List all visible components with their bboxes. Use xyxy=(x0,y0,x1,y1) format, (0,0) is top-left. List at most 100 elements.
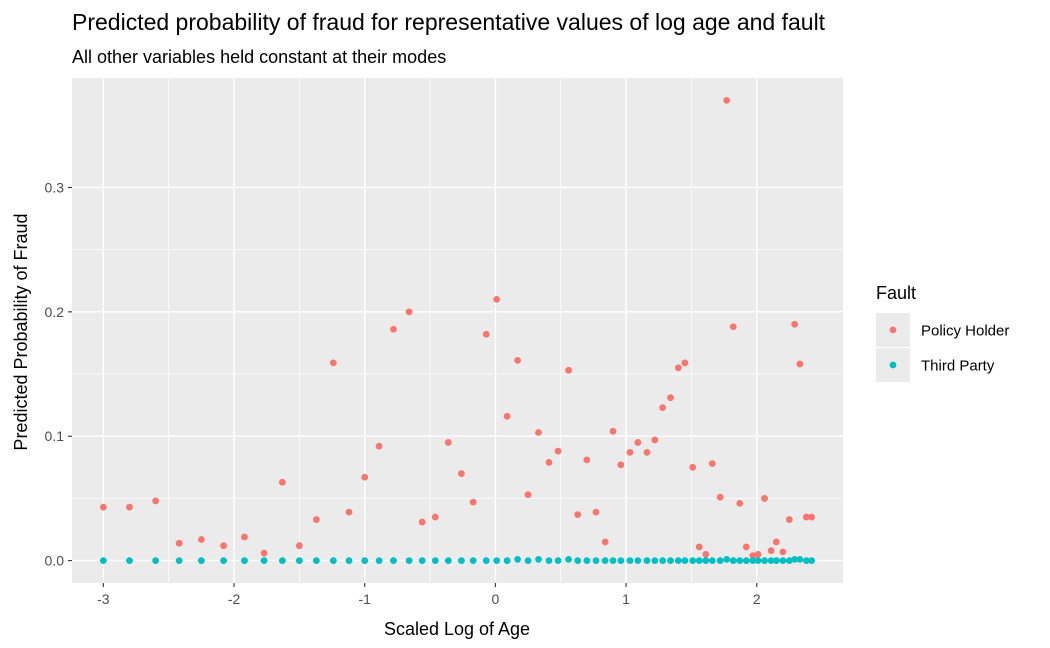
point-policy-holder xyxy=(592,508,600,516)
point-third-party xyxy=(469,557,477,565)
point-policy-holder xyxy=(767,547,775,555)
legend-title: Fault xyxy=(876,283,916,303)
point-third-party xyxy=(749,557,757,565)
point-third-party xyxy=(729,557,737,565)
point-policy-holder xyxy=(779,548,787,556)
point-third-party xyxy=(574,557,582,565)
point-policy-holder xyxy=(634,439,642,446)
point-third-party xyxy=(431,557,439,565)
point-policy-holder xyxy=(175,539,183,547)
point-third-party xyxy=(643,557,651,565)
point-policy-holder xyxy=(260,549,268,557)
point-third-party xyxy=(514,555,522,563)
point-policy-holder xyxy=(808,513,816,521)
minor-gridlines xyxy=(72,78,843,583)
point-policy-holder xyxy=(493,296,501,303)
point-third-party xyxy=(689,557,697,565)
point-third-party xyxy=(220,557,227,565)
point-policy-holder xyxy=(643,449,651,456)
point-policy-holder xyxy=(772,538,780,546)
point-policy-holder xyxy=(786,516,793,523)
point-policy-holder xyxy=(524,491,532,499)
x-tick-label: -2 xyxy=(228,591,241,607)
point-third-party xyxy=(482,557,490,565)
point-policy-holder xyxy=(681,359,689,367)
point-third-party xyxy=(444,557,452,565)
point-policy-holder xyxy=(601,538,609,546)
point-third-party xyxy=(175,557,183,565)
point-third-party xyxy=(702,557,710,565)
point-policy-holder xyxy=(458,470,465,477)
point-third-party xyxy=(796,555,804,563)
point-policy-holder xyxy=(405,308,413,316)
point-third-party xyxy=(329,557,337,565)
point-third-party xyxy=(609,557,617,565)
point-third-party xyxy=(458,557,465,565)
point-third-party xyxy=(278,557,286,565)
point-third-party xyxy=(545,557,553,565)
point-third-party xyxy=(695,557,703,565)
point-policy-holder xyxy=(667,394,674,402)
point-third-party xyxy=(405,557,413,565)
point-third-party xyxy=(754,557,762,565)
point-policy-holder xyxy=(278,478,286,486)
point-policy-holder xyxy=(617,461,625,469)
y-axis-title: Predicted Probability of Fraud xyxy=(11,213,31,450)
point-policy-holder xyxy=(418,518,426,526)
point-third-party xyxy=(312,557,320,565)
point-third-party xyxy=(99,557,107,565)
plot-panel xyxy=(72,78,843,583)
point-policy-holder xyxy=(796,360,804,368)
y-axis-ticks: 0.0 0.1 0.2 0.3 xyxy=(45,179,72,569)
point-policy-holder xyxy=(674,364,682,372)
point-third-party xyxy=(295,557,303,565)
point-policy-holder xyxy=(361,473,369,481)
point-policy-holder xyxy=(444,439,452,446)
point-third-party xyxy=(803,557,810,565)
point-policy-holder xyxy=(723,96,731,104)
point-third-party xyxy=(808,557,816,565)
y-tick-label: 0.1 xyxy=(45,428,65,444)
point-third-party xyxy=(742,557,750,565)
y-tick-label: 0.0 xyxy=(45,553,65,569)
point-third-party xyxy=(197,557,205,565)
point-third-party xyxy=(723,555,731,563)
point-third-party xyxy=(524,557,532,565)
x-tick-label: 2 xyxy=(753,591,761,607)
point-third-party xyxy=(681,557,689,565)
point-policy-holder xyxy=(736,499,744,507)
point-policy-holder xyxy=(220,542,227,550)
point-policy-holder xyxy=(545,458,553,466)
data-points xyxy=(99,96,816,565)
point-policy-holder xyxy=(651,436,659,444)
point-third-party xyxy=(659,557,667,565)
point-third-party xyxy=(716,557,724,565)
point-policy-holder xyxy=(241,533,248,541)
point-third-party xyxy=(601,557,609,565)
point-third-party xyxy=(708,557,716,565)
point-third-party xyxy=(493,557,501,565)
point-policy-holder xyxy=(329,359,337,367)
point-third-party xyxy=(779,557,787,565)
point-policy-holder xyxy=(791,320,799,328)
point-third-party xyxy=(674,557,682,565)
y-tick-label: 0.2 xyxy=(45,304,65,320)
x-axis-title: Scaled Log of Age xyxy=(384,619,530,639)
point-third-party xyxy=(418,557,426,565)
point-third-party xyxy=(503,557,511,565)
point-policy-holder xyxy=(583,456,591,464)
point-policy-holder xyxy=(514,356,522,364)
point-policy-holder xyxy=(565,366,572,374)
x-tick-label: 0 xyxy=(491,591,499,607)
point-third-party xyxy=(786,557,793,565)
chart-subtitle: All other variables held constant at the… xyxy=(72,47,446,67)
legend-marker-policy-holder xyxy=(889,326,897,334)
point-policy-holder xyxy=(749,552,757,560)
point-third-party xyxy=(772,557,780,565)
point-policy-holder xyxy=(708,460,716,467)
legend-label-policy-holder: Policy Holder xyxy=(921,323,1009,340)
point-policy-holder xyxy=(99,503,107,511)
point-third-party xyxy=(761,557,768,565)
point-policy-holder xyxy=(609,427,617,435)
